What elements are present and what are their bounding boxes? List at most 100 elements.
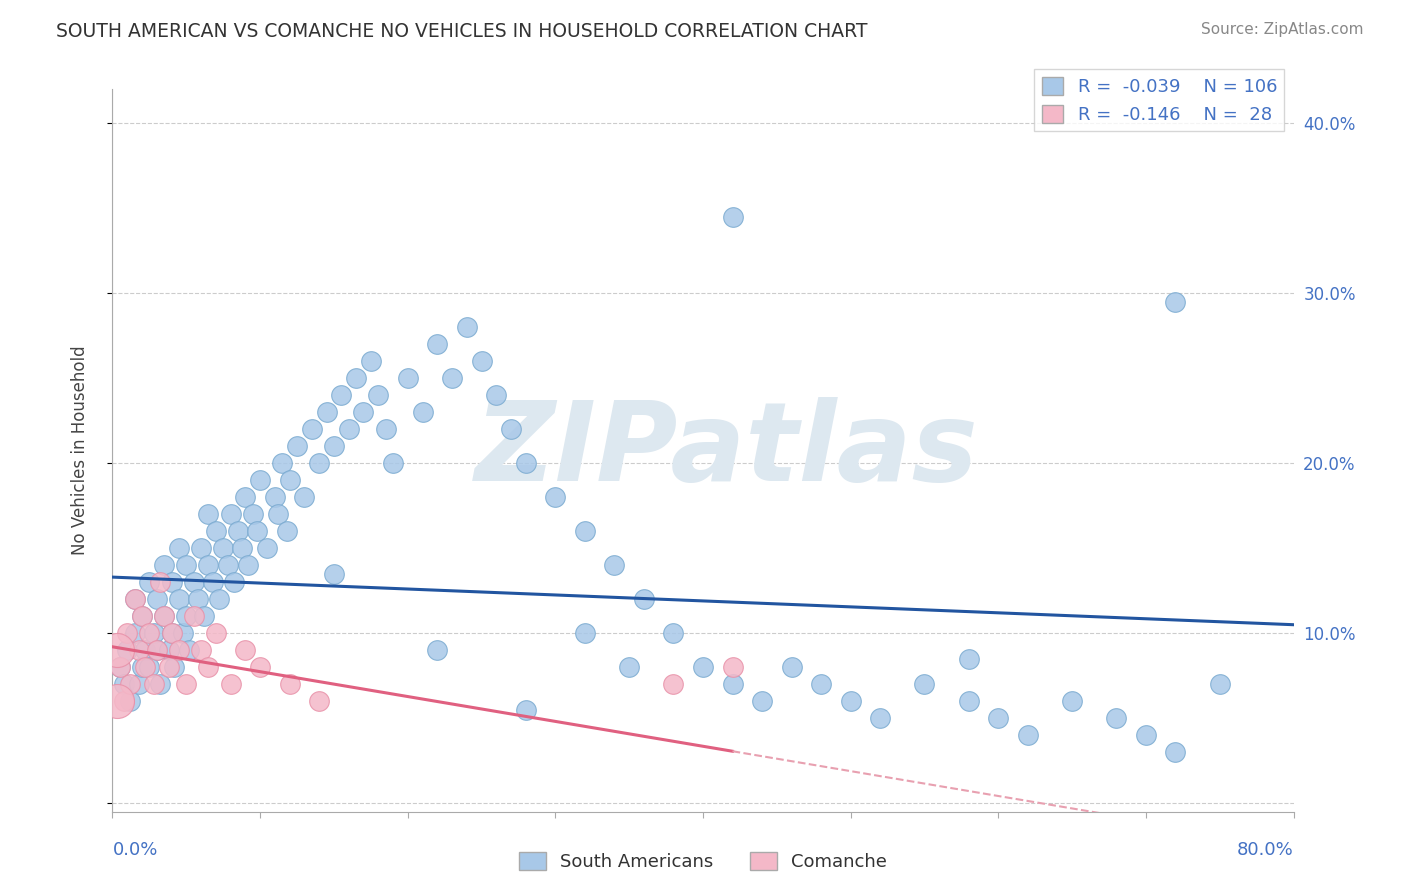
Text: ZIPatlas: ZIPatlas — [475, 397, 979, 504]
Point — [721, 660, 744, 674]
Point — [515, 456, 537, 470]
Point — [692, 660, 714, 674]
Point — [124, 592, 146, 607]
Point — [105, 694, 128, 708]
Point — [1164, 294, 1187, 309]
Point — [515, 703, 537, 717]
Point — [183, 575, 205, 590]
Point — [721, 677, 744, 691]
Point — [172, 626, 194, 640]
Point — [146, 643, 169, 657]
Point — [138, 626, 160, 640]
Point — [344, 371, 367, 385]
Point — [197, 558, 219, 573]
Point — [1208, 677, 1232, 691]
Point — [246, 524, 269, 539]
Point — [142, 677, 165, 691]
Point — [120, 694, 142, 708]
Point — [131, 609, 153, 624]
Text: Source: ZipAtlas.com: Source: ZipAtlas.com — [1201, 22, 1364, 37]
Point — [411, 405, 433, 419]
Point — [242, 507, 264, 521]
Point — [780, 660, 803, 674]
Point — [201, 575, 224, 590]
Point — [208, 592, 231, 607]
Point — [308, 456, 330, 470]
Point — [197, 507, 219, 521]
Point — [278, 677, 301, 691]
Point — [163, 660, 186, 674]
Point — [183, 609, 205, 624]
Point — [128, 643, 150, 657]
Point — [112, 677, 135, 691]
Point — [323, 566, 346, 581]
Point — [456, 320, 478, 334]
Point — [149, 677, 172, 691]
Point — [174, 558, 197, 573]
Point — [987, 711, 1010, 725]
Point — [197, 660, 219, 674]
Point — [205, 626, 228, 640]
Point — [190, 541, 212, 556]
Point — [142, 626, 165, 640]
Point — [249, 473, 271, 487]
Point — [662, 626, 685, 640]
Point — [278, 473, 301, 487]
Point — [157, 643, 180, 657]
Point — [426, 643, 449, 657]
Point — [219, 677, 242, 691]
Point — [112, 694, 135, 708]
Point — [441, 371, 464, 385]
Point — [267, 507, 290, 521]
Point — [167, 643, 190, 657]
Point — [146, 643, 169, 657]
Point — [193, 609, 215, 624]
Point — [1017, 728, 1039, 742]
Point — [149, 575, 172, 590]
Point — [426, 337, 449, 351]
Point — [167, 541, 190, 556]
Point — [352, 405, 374, 419]
Point — [360, 354, 382, 368]
Text: 0.0%: 0.0% — [112, 840, 157, 859]
Point — [574, 626, 596, 640]
Point — [153, 609, 176, 624]
Point — [501, 422, 523, 436]
Point — [330, 388, 353, 402]
Point — [128, 677, 150, 691]
Point — [138, 660, 160, 674]
Point — [131, 660, 153, 674]
Point — [264, 490, 287, 504]
Text: SOUTH AMERICAN VS COMANCHE NO VEHICLES IN HOUSEHOLD CORRELATION CHART: SOUTH AMERICAN VS COMANCHE NO VEHICLES I… — [56, 22, 868, 41]
Point — [810, 677, 832, 691]
Point — [256, 541, 278, 556]
Point — [323, 439, 346, 453]
Point — [131, 609, 153, 624]
Y-axis label: No Vehicles in Household: No Vehicles in Household — [70, 345, 89, 556]
Point — [105, 643, 128, 657]
Point — [179, 643, 201, 657]
Point — [117, 626, 138, 640]
Point — [285, 439, 308, 453]
Point — [396, 371, 419, 385]
Point — [367, 388, 389, 402]
Point — [160, 575, 183, 590]
Point — [233, 643, 256, 657]
Point — [249, 660, 271, 674]
Point — [1164, 745, 1187, 759]
Point — [751, 694, 773, 708]
Point — [153, 558, 176, 573]
Point — [108, 660, 131, 674]
Point — [382, 456, 405, 470]
Point — [957, 694, 980, 708]
Point — [174, 677, 197, 691]
Point — [217, 558, 239, 573]
Point — [470, 354, 494, 368]
Point — [153, 609, 176, 624]
Point — [292, 490, 315, 504]
Point — [120, 677, 142, 691]
Point — [574, 524, 596, 539]
Point — [146, 592, 169, 607]
Legend: R =  -0.039    N = 106, R =  -0.146    N =  28: R = -0.039 N = 106, R = -0.146 N = 28 — [1035, 70, 1285, 131]
Point — [174, 609, 197, 624]
